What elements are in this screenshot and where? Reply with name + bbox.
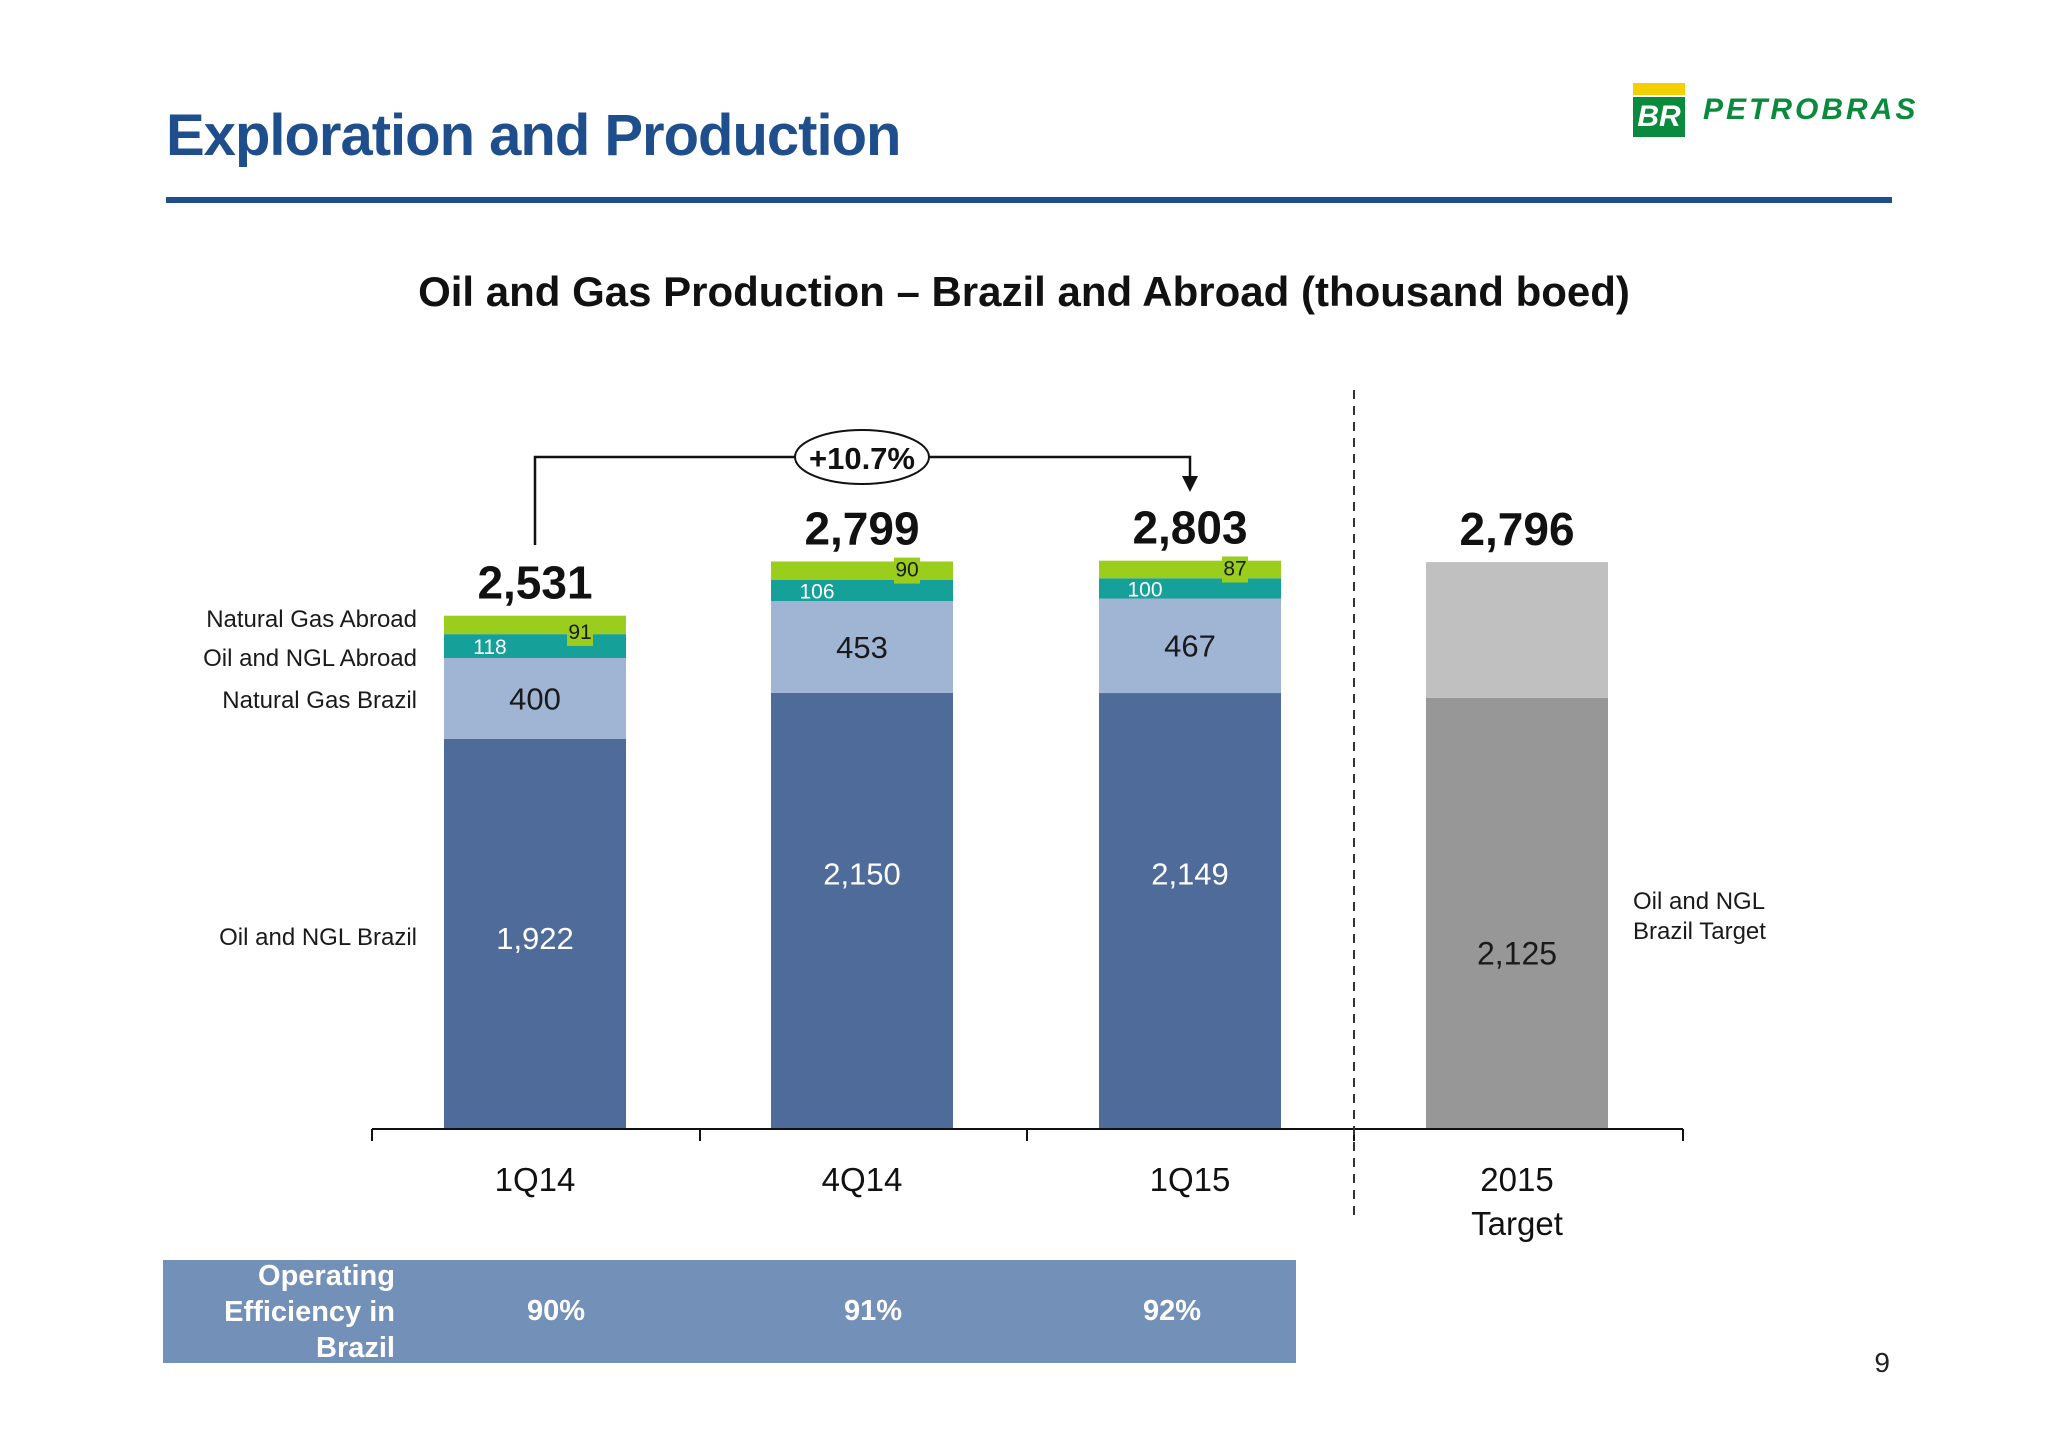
data-label-1q14-oil-and-ngl-abroad: 118: [473, 636, 506, 659]
growth-annotation-label: +10.7%: [809, 441, 915, 476]
data-label-4q14-oil-and-ngl-brazil: 2,150: [823, 856, 901, 891]
category-label-2015-target-line1: 2015: [1480, 1161, 1553, 1198]
total-label-1q14: 2,531: [477, 557, 592, 609]
bar-1q14-oil-and-ngl-brazil: [444, 738, 626, 1128]
title-divider: [166, 197, 1892, 203]
bar-1q14-natural-gas-abroad: [444, 615, 626, 635]
bar-1q15-natural-gas-brazil: [1099, 598, 1281, 694]
data-label-bg-4q14-natural-gas-abroad: [894, 557, 920, 584]
bar-4q14-natural-gas-brazil: [771, 601, 953, 693]
data-label-1q15-natural-gas-brazil: 467: [1164, 629, 1216, 664]
data-label-4q14-oil-and-ngl-abroad: 106: [799, 580, 834, 603]
data-label-bg-1q14-natural-gas-abroad: [567, 619, 593, 646]
bar-1q14-natural-gas-brazil: [444, 658, 626, 739]
data-label-1q14-natural-gas-abroad: 91: [568, 621, 591, 644]
efficiency-value-1q15: 92%: [1142, 1295, 1202, 1327]
category-label-2015-target-line2: Target: [1471, 1205, 1563, 1242]
data-label-2015-target: 2,125: [1477, 936, 1557, 972]
data-label-1q14-natural-gas-brazil: 400: [509, 681, 561, 716]
chart-title: Oil and Gas Production – Brazil and Abro…: [418, 268, 1630, 315]
data-label-bg-1q15-natural-gas-abroad: [1222, 556, 1248, 583]
bar-1q15-natural-gas-abroad: [1099, 560, 1281, 579]
bar-4q14-oil-and-ngl-brazil: [771, 692, 953, 1128]
br-logo-icon: BR: [1633, 83, 1685, 137]
data-label-4q14-natural-gas-brazil: 453: [836, 630, 888, 665]
data-label-4q14-natural-gas-abroad: 90: [895, 559, 918, 582]
data-label-1q15-oil-and-ngl-brazil: 2,149: [1151, 856, 1229, 891]
category-label-1q14: 1Q14: [495, 1161, 576, 1198]
operating-efficiency-label: Operating Efficiency in Brazil: [224, 1259, 395, 1364]
total-label-2015-target: 2,796: [1459, 503, 1574, 555]
total-label-1q15: 2,803: [1132, 502, 1247, 554]
bar-2015-target-target-0: [1426, 697, 1608, 1128]
bar-4q14-oil-and-ngl-abroad: [771, 579, 953, 602]
category-label-1q15: 1Q15: [1150, 1161, 1231, 1198]
data-label-1q14-oil-and-ngl-brazil: 1,922: [496, 921, 574, 956]
total-label-4q14: 2,799: [804, 502, 919, 554]
page-number: 9: [1874, 1347, 1890, 1378]
growth-annotation-bubble: [794, 429, 930, 485]
operating-efficiency-band: Operating Efficiency in Brazil 90% 91% 9…: [163, 1259, 1296, 1364]
category-label-4q14: 4Q14: [822, 1161, 903, 1198]
efficiency-value-1q14: 90%: [526, 1295, 586, 1327]
efficiency-value-4q14: 91%: [843, 1295, 903, 1327]
growth-arrowhead: [1182, 476, 1198, 492]
bar-1q15-oil-and-ngl-brazil: [1099, 693, 1281, 1128]
legend-target-line2: Brazil Target: [1633, 918, 1766, 945]
data-label-1q15-oil-and-ngl-abroad: 100: [1127, 578, 1162, 601]
data-label-1q15-natural-gas-abroad: 87: [1223, 557, 1246, 580]
legend-natural-gas-abroad: Natural Gas Abroad: [206, 606, 417, 633]
bar-1q14-oil-and-ngl-abroad: [444, 634, 626, 659]
bar-4q14-natural-gas-abroad: [771, 561, 953, 580]
page-title: Exploration and Production: [166, 103, 901, 168]
legend-target-line1: Oil and NGL: [1633, 888, 1765, 915]
logo-wordmark: PETROBRAS: [1703, 93, 1919, 126]
legend-oil-and-ngl-brazil: Oil and NGL Brazil: [219, 924, 417, 951]
bar-1q15-oil-and-ngl-abroad: [1099, 578, 1281, 599]
legend-natural-gas-brazil: Natural Gas Brazil: [222, 687, 417, 714]
bar-2015-target-target-1: [1426, 562, 1608, 698]
legend-oil-and-ngl-abroad: Oil and NGL Abroad: [203, 645, 417, 672]
